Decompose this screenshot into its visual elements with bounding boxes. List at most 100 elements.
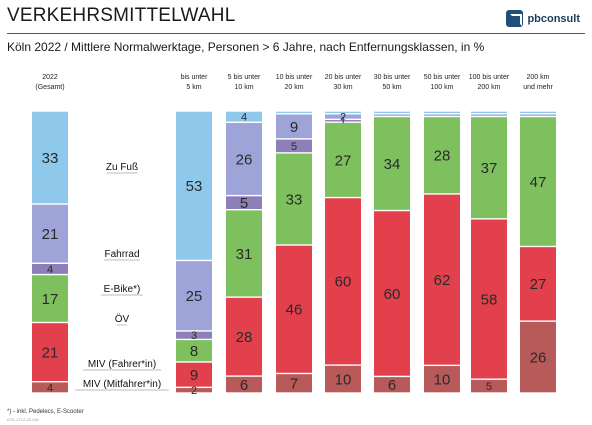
document-code: KÖL-2712-22-001 [7, 417, 40, 422]
data-label: 6 [240, 377, 248, 394]
data-label: 26 [530, 349, 547, 366]
category-label: 30 bis unter 50 km [374, 74, 411, 91]
bar-segment [471, 117, 507, 219]
bar-segment [424, 194, 460, 365]
bar-segment [276, 153, 312, 245]
data-label: 31 [236, 246, 253, 263]
data-label: 2 [191, 385, 197, 397]
data-label: 9 [190, 367, 198, 384]
chart-subtitle: Köln 2022 / Mittlere Normalwerktage, Per… [7, 40, 485, 54]
legend-label: MIV (Mitfahrer*in) [83, 379, 161, 390]
bar-segment [176, 388, 212, 393]
category-label-line: 50 bis unter [424, 74, 461, 81]
bar-segment [471, 111, 507, 114]
data-label: 21 [42, 226, 59, 243]
data-label: 5 [486, 381, 492, 393]
bar-segment [471, 114, 507, 116]
data-label: 27 [335, 152, 352, 169]
brand-name: pbconsult [527, 12, 580, 25]
bar-segment [276, 111, 312, 114]
bar-segment [176, 340, 212, 362]
category-label-line: 5 km [186, 84, 201, 91]
bar-segment [471, 379, 507, 393]
data-label: 4 [241, 112, 247, 124]
data-label: 34 [384, 156, 401, 173]
category-label: bis unter 5 km [181, 74, 209, 91]
data-label: 37 [481, 160, 498, 177]
data-label: 4 [47, 264, 53, 276]
data-label: 47 [530, 174, 547, 191]
bar-segment [276, 139, 312, 153]
data-label: 7 [290, 376, 298, 393]
data-label: 9 [290, 119, 298, 136]
legend-label: Fahrrad [104, 249, 139, 260]
data-label: 60 [335, 274, 352, 291]
data-label: 4 [47, 382, 53, 394]
bar-segment [276, 245, 312, 373]
bar-segment [32, 382, 68, 393]
data-label: 6 [388, 377, 396, 394]
bar-segment [520, 117, 556, 246]
bar-segment [226, 111, 262, 122]
bar-segment [226, 210, 262, 297]
category-label-line: (Gesamt) [35, 84, 64, 91]
bar-segment [276, 374, 312, 393]
bar-segment [226, 297, 262, 376]
category-label-line: 2022 [42, 74, 58, 81]
bar-segment [276, 114, 312, 139]
data-label: 28 [236, 329, 253, 346]
data-label: 1 [340, 116, 346, 128]
data-label: 25 [186, 288, 203, 305]
bar-segment [32, 275, 68, 322]
data-label: 17 [42, 291, 59, 308]
bar-segment [374, 377, 410, 393]
bar-segment [226, 122, 262, 195]
bar-segment [374, 117, 410, 210]
data-label: 53 [186, 178, 203, 195]
bar-segment [325, 114, 361, 119]
category-label: 5 bis unter 10 km [228, 74, 261, 91]
bar-segment [32, 323, 68, 382]
category-label-line: 30 bis unter [374, 74, 411, 81]
category-label-line: 200 km [527, 74, 550, 81]
bar-segment [325, 365, 361, 393]
bar-segment [374, 211, 410, 376]
chart-title: VERKEHRSMITTELWAHL [7, 5, 236, 26]
data-label: 5 [291, 141, 297, 153]
data-label: 10 [434, 372, 451, 389]
category-label: 50 bis unter 100 km [424, 74, 461, 91]
bar-segment [325, 122, 361, 197]
data-label: 33 [42, 150, 59, 167]
bar-segment [520, 321, 556, 393]
data-label: 3 [191, 330, 197, 342]
data-label: 5 [240, 195, 248, 212]
category-label-line: 100 km [431, 84, 454, 91]
bar-segment [424, 111, 460, 114]
category-label-line: 50 km [382, 84, 401, 91]
data-label: 10 [335, 371, 352, 388]
bar-segment [374, 111, 410, 114]
bar-segment [471, 219, 507, 379]
category-label-line: 10 km [234, 84, 253, 91]
data-label: 27 [530, 276, 547, 293]
bar-segment [520, 247, 556, 321]
brand-logo: pbconsult [506, 10, 580, 27]
bar-segment [176, 331, 212, 339]
category-label-line: 5 bis unter [228, 74, 261, 81]
bar-segment [176, 362, 212, 387]
bar-segment [176, 111, 212, 260]
footnote: *) - inkl. Pedelecs, E-Scooter [7, 409, 84, 415]
bar-segment [176, 261, 212, 331]
bar-segment [374, 114, 410, 116]
category-label-line: und mehr [523, 84, 553, 91]
bar-segment [32, 204, 68, 263]
category-label-line: 20 km [284, 84, 303, 91]
category-label: 200 km und mehr [523, 74, 553, 91]
bar-segment [325, 120, 361, 122]
legend-label: MIV (Fahrer*in) [88, 359, 156, 370]
bar-segment [226, 376, 262, 393]
bar-segment [424, 366, 460, 393]
bar-segment [424, 114, 460, 116]
bar-segment [325, 111, 361, 114]
